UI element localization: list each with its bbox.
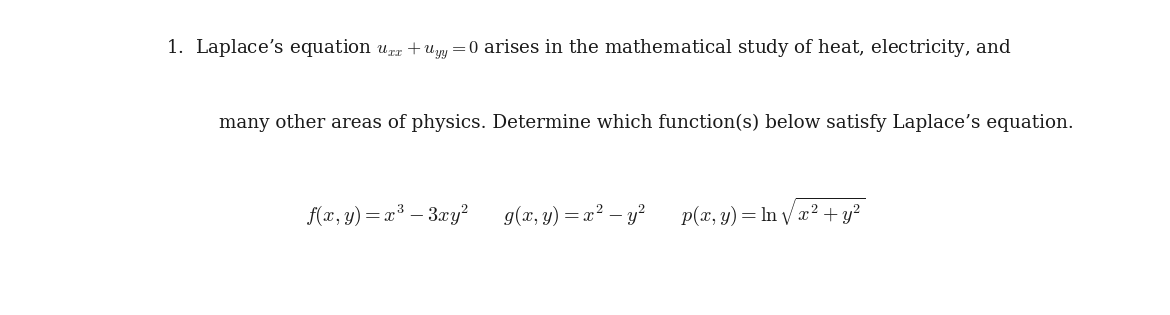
Text: $f(x, y) = x^3 - 3xy^2 \qquad g(x, y) = x^2 - y^2 \qquad p(x, y) = \ln \sqrt{x^2: $f(x, y) = x^3 - 3xy^2 \qquad g(x, y) = … [304,195,866,228]
Text: many other areas of physics. Determine which function(s) below satisfy Laplace’s: many other areas of physics. Determine w… [219,113,1074,132]
Text: 1.  Laplace’s equation $u_{xx} + u_{yy} = 0$ arises in the mathematical study of: 1. Laplace’s equation $u_{xx} + u_{yy} =… [166,38,1012,62]
